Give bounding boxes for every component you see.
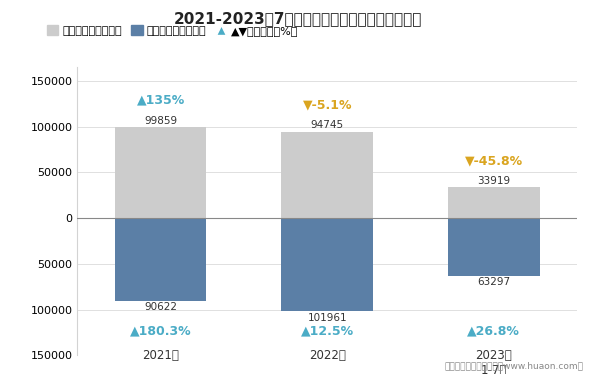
Text: 2021年: 2021年 [142, 349, 179, 362]
Legend: 出口总额（万美元）, 进口总额（万美元）, ▲▼同比增速（%）: 出口总额（万美元）, 进口总额（万美元）, ▲▼同比增速（%） [43, 21, 303, 40]
Text: 2021-2023年7月重庆涪陵综合保税区进、出口额: 2021-2023年7月重庆涪陵综合保税区进、出口额 [173, 11, 422, 26]
Text: 101961: 101961 [308, 313, 347, 323]
Bar [448, 218, 540, 276]
Text: 94745: 94745 [311, 120, 344, 130]
Text: 63297: 63297 [477, 278, 511, 287]
Text: 2022年: 2022年 [309, 349, 346, 362]
Text: 99859: 99859 [144, 116, 177, 126]
Bar [115, 218, 206, 301]
Bar [281, 132, 373, 218]
Text: 33919: 33919 [477, 176, 511, 186]
Text: ▲180.3%: ▲180.3% [130, 324, 192, 337]
Text: 2023年
1-7月: 2023年 1-7月 [475, 349, 512, 374]
Text: 制图：华经产业研究院（www.huaon.com）: 制图：华经产业研究院（www.huaon.com） [444, 361, 583, 370]
Text: ▼-5.1%: ▼-5.1% [302, 98, 352, 111]
Text: 90622: 90622 [144, 303, 177, 312]
Text: ▼-45.8%: ▼-45.8% [465, 154, 523, 167]
Text: ▲26.8%: ▲26.8% [468, 324, 520, 337]
Bar [281, 218, 373, 312]
Bar [115, 127, 206, 218]
Text: ▲12.5%: ▲12.5% [300, 324, 354, 337]
Bar [448, 187, 540, 218]
Text: ▲135%: ▲135% [136, 94, 185, 107]
